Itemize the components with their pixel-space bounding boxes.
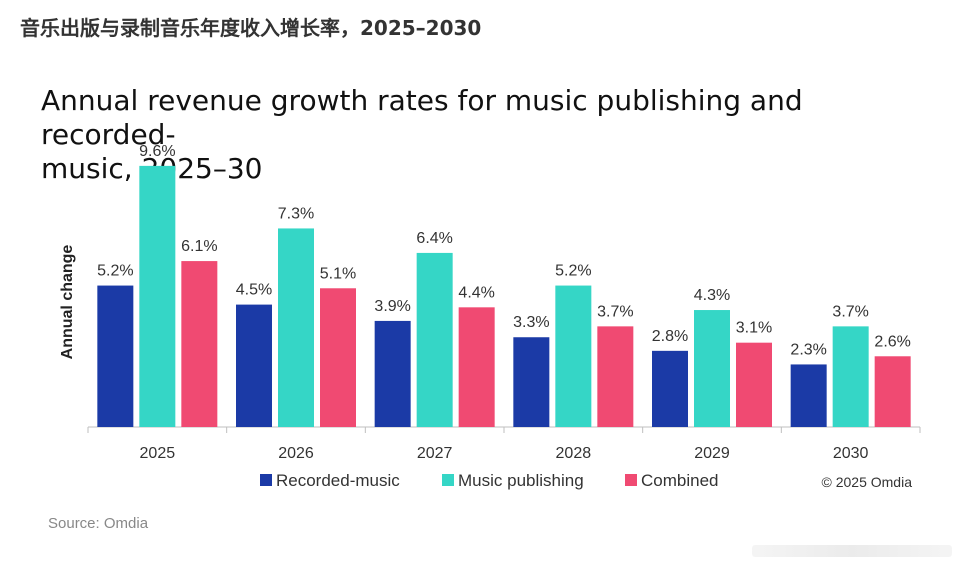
bar <box>790 364 827 427</box>
bar <box>458 307 495 427</box>
x-tick-label: 2026 <box>278 445 314 462</box>
bar <box>597 326 634 427</box>
data-label: 4.5% <box>236 282 272 299</box>
legend-label: Recorded-music <box>276 471 400 490</box>
data-label: 3.1% <box>736 320 772 337</box>
chart-title: Annual revenue growth rates for music pu… <box>41 84 921 186</box>
bar <box>874 356 911 427</box>
data-label: 9.6% <box>139 143 175 160</box>
data-label: 3.9% <box>374 298 410 315</box>
bar <box>694 310 730 427</box>
bar <box>181 261 218 427</box>
x-tick-label: 2028 <box>556 445 592 462</box>
bar <box>416 252 453 427</box>
data-label: 5.2% <box>97 263 133 280</box>
watermark <box>752 545 952 557</box>
bar <box>374 320 411 427</box>
bar <box>652 350 688 427</box>
data-label: 3.7% <box>832 303 868 320</box>
x-tick-label: 2027 <box>417 445 453 462</box>
bar <box>736 342 772 427</box>
data-label: 4.4% <box>458 284 494 301</box>
data-label: 7.3% <box>278 205 314 222</box>
chart-title-line-1: Annual revenue growth rates for music pu… <box>41 84 803 151</box>
legend-swatch <box>260 474 272 486</box>
legend-swatch <box>442 474 454 486</box>
y-axis-label: Annual change <box>59 245 76 360</box>
legend-label: Combined <box>641 471 719 490</box>
bar <box>139 165 176 427</box>
bar <box>555 285 592 427</box>
legend-swatch <box>625 474 637 486</box>
bar <box>236 304 272 427</box>
bar <box>832 326 869 427</box>
data-label: 4.3% <box>694 287 730 304</box>
data-label: 6.4% <box>416 230 452 247</box>
source-note: Source: Omdia <box>48 515 149 532</box>
data-label: 5.2% <box>555 263 591 280</box>
bar <box>97 285 134 427</box>
x-tick-label: 2025 <box>140 445 176 462</box>
data-label: 2.8% <box>652 328 688 345</box>
data-label: 3.7% <box>597 303 633 320</box>
bar <box>278 228 314 427</box>
data-label: 2.6% <box>874 333 910 350</box>
x-tick-label: 2030 <box>833 445 869 462</box>
data-label: 5.1% <box>320 265 356 282</box>
data-label: 2.3% <box>790 341 826 358</box>
bar <box>320 288 356 427</box>
data-label: 6.1% <box>181 238 217 255</box>
bar <box>513 337 550 427</box>
credit-label: © 2025 Omdia <box>822 474 913 490</box>
x-tick-label: 2029 <box>694 445 730 462</box>
legend-label: Music publishing <box>458 471 584 490</box>
data-label: 3.3% <box>513 314 549 331</box>
header-title: 音乐出版与录制音乐年度收入增长率，2025–2030 <box>20 16 482 40</box>
